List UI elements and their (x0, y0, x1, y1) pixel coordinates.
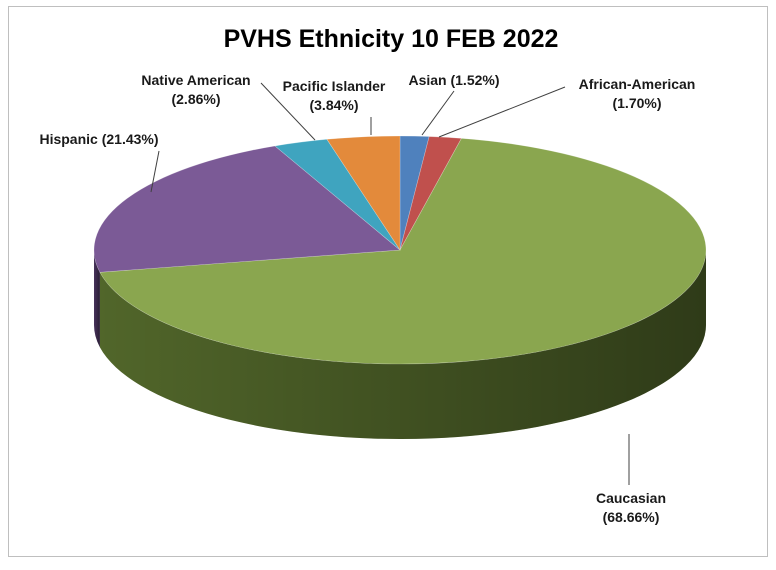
chart-title: PVHS Ethnicity 10 FEB 2022 (224, 25, 559, 53)
leader-line (438, 86, 566, 138)
data-label-pacific-islander: Pacific Islander (3.84%) (283, 78, 386, 113)
slice-side-shade (94, 250, 100, 348)
slice-asian (399, 135, 430, 251)
pie-chart: PVHS Ethnicity 10 FEB 2022 Asian (1.52%)… (39, 25, 707, 525)
slice-caucasian (99, 138, 707, 365)
leader-line (421, 90, 455, 136)
slice-side-shade (99, 250, 706, 440)
data-label-caucasian: Caucasian (68.66%) (596, 490, 666, 525)
data-label-african-american: African-American (1.70%) (579, 76, 696, 111)
leader-line (150, 150, 160, 193)
slice-pacific-islander (326, 135, 401, 251)
chart-frame: PVHS Ethnicity 10 FEB 2022 Asian (1.52%)… (8, 6, 768, 557)
slice-hispanic (93, 145, 401, 273)
slice-native-american (274, 138, 401, 251)
slice-african-american (399, 136, 462, 251)
data-label-hispanic: Hispanic (21.43%) (39, 131, 158, 147)
leader-line (260, 82, 316, 141)
data-label-asian: Asian (1.52%) (408, 72, 499, 88)
data-label-native-american: Native American (2.86%) (141, 72, 250, 107)
